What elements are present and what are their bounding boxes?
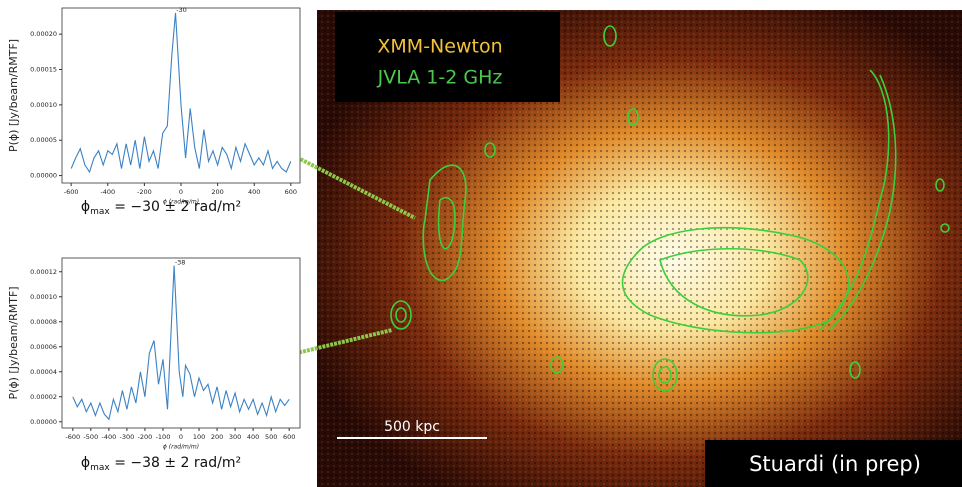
y-tick-label: 0.00006	[30, 343, 57, 351]
y-tick-label: 0.00010	[30, 293, 57, 301]
caption-part: = −38 ± 2 rad/m²	[110, 455, 241, 471]
y-tick-label: 0.00002	[30, 393, 57, 401]
plot-frame	[62, 258, 300, 428]
x-tick-label: 500	[265, 433, 277, 441]
x-tick-label: -400	[100, 188, 115, 196]
y-tick-label: 0.00004	[30, 368, 57, 376]
caption: ϕmax = −30 ± 2 rad/m²	[81, 199, 241, 217]
x-tick-label: 200	[211, 188, 223, 196]
x-tick-label: 100	[193, 433, 205, 441]
caption-part: max	[90, 207, 110, 217]
astro-image: XMM-Newton JVLA 1-2 GHz 500 kpc Stuardi …	[317, 10, 962, 487]
scale-bar-label: 500 kpc	[384, 419, 440, 435]
x-tick-label: 600	[285, 188, 297, 196]
y-tick-label: 0.00010	[30, 101, 57, 109]
peak-annotation: -30	[176, 6, 187, 14]
caption-part: ϕ	[81, 199, 90, 215]
x-axis-label: ϕ (rad/m/m)	[163, 444, 199, 451]
radio-label: JVLA 1-2 GHz	[377, 67, 503, 89]
plot-frame	[62, 8, 300, 183]
x-tick-label: -200	[138, 433, 153, 441]
slide: XMM-Newton JVLA 1-2 GHz 500 kpc Stuardi …	[0, 0, 962, 487]
y-tick-label: 0.00005	[30, 136, 57, 144]
y-tick-label: 0.00000	[30, 172, 57, 180]
y-axis-label: P(ϕ) [Jy/beam/RMTF]	[7, 286, 20, 399]
xray-label: XMM-Newton	[377, 36, 502, 58]
y-axis-label: P(ϕ) [Jy/beam/RMTF]	[7, 39, 20, 152]
caption: ϕmax = −38 ± 2 rad/m²	[81, 455, 241, 473]
peak-annotation: -38	[175, 259, 186, 267]
x-tick-label: -500	[83, 433, 98, 441]
x-tick-label: 0	[179, 188, 183, 196]
x-tick-label: -400	[101, 433, 116, 441]
y-tick-label: 0.00000	[30, 418, 57, 426]
caption-part: = −30 ± 2 rad/m²	[110, 199, 241, 215]
y-tick-label: 0.00020	[30, 30, 57, 38]
x-tick-label: -600	[64, 188, 79, 196]
page: {"chart_data": [ {"type": "line", "y_lab…	[0, 0, 962, 487]
caption-part: ϕ	[81, 455, 90, 471]
x-tick-label: 400	[248, 188, 260, 196]
credit: Stuardi (in prep)	[749, 452, 921, 476]
y-tick-label: 0.00015	[30, 66, 57, 74]
x-tick-label: -600	[65, 433, 80, 441]
x-tick-label: -100	[156, 433, 171, 441]
x-tick-label: -200	[137, 188, 152, 196]
x-tick-label: 400	[247, 433, 259, 441]
x-tick-label: 300	[229, 433, 241, 441]
y-tick-label: 0.00008	[30, 318, 57, 326]
caption-part: max	[90, 463, 110, 473]
x-tick-label: 0	[179, 433, 183, 441]
x-tick-label: 600	[283, 433, 295, 441]
y-tick-label: 0.00012	[30, 268, 57, 276]
x-tick-label: 200	[211, 433, 223, 441]
x-tick-label: -300	[120, 433, 135, 441]
